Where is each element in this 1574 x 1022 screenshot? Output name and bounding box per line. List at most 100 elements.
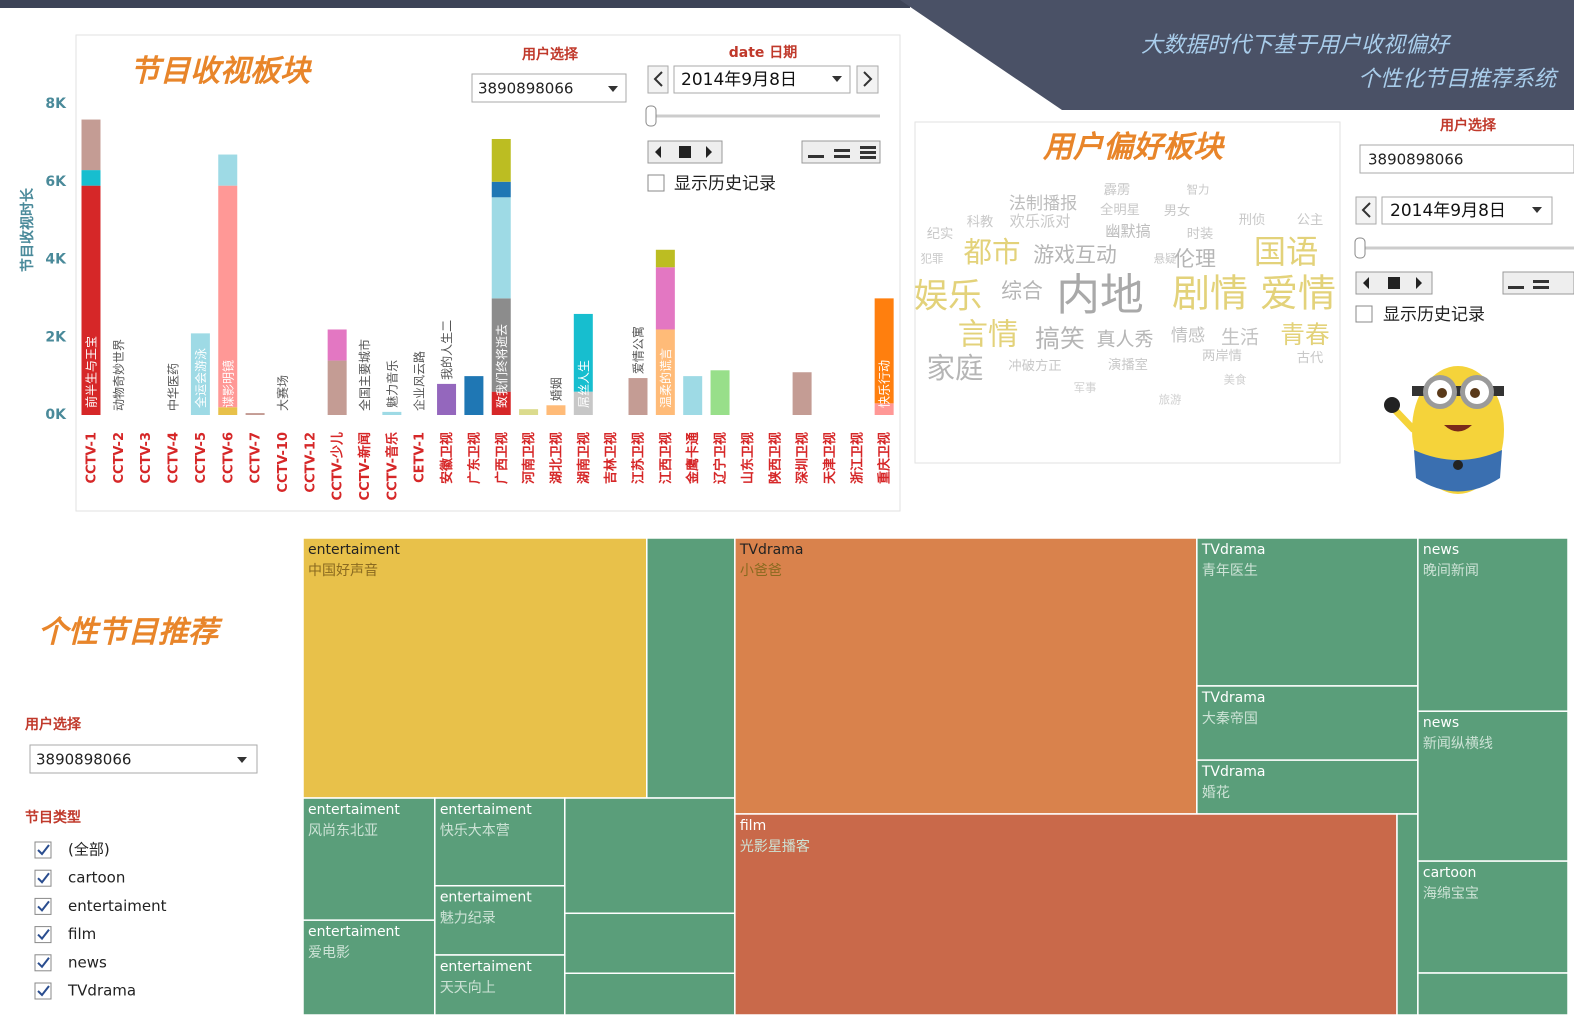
cell-category: cartoon [1423,865,1477,881]
word: 伦理 [1174,247,1216,271]
word: 智力 [1187,183,1210,197]
bar-segment [437,383,457,415]
check-icon [37,900,50,912]
x-tick-label: 广西卫视 [494,432,510,484]
type-filter: (全部) cartoon entertaiment film news TVdrama [34,841,167,1000]
x-tick-label: 广东卫视 [466,432,482,484]
word: 冲破方正 [1008,358,1061,374]
bar-segment [81,170,101,186]
bar-segment [382,411,402,415]
word: 科教 [967,214,994,230]
treemap-cell [1417,537,1569,712]
cell-label: 爱电影 [308,945,350,961]
banner-subtitle: 个性化节目推荐系统 [1358,67,1559,92]
date-dropdown[interactable] [1381,196,1553,225]
x-tick-label: CETV-1 [413,432,428,483]
user-dropdown[interactable] [471,73,627,103]
history-checkbox[interactable] [1355,305,1373,323]
type-checkbox[interactable] [34,954,52,972]
user-value: 3890898066 [1368,151,1463,169]
date-label: date 日期 [729,45,798,61]
bar-label: 企业风云路 [412,351,427,411]
check-icon [37,872,50,884]
word: 旅游 [1159,393,1182,407]
cell-category: TVdrama [739,542,804,558]
x-tick-label: 山东卫视 [740,432,756,484]
bar-segment [218,407,238,415]
x-tick-label: 重庆卫视 [877,432,893,484]
cell-label: 晚间新闻 [1423,563,1479,579]
x-tick-label: 深圳卫视 [795,432,811,484]
bar-segment [683,376,703,415]
bar-segment [519,409,539,415]
prev-date-button[interactable] [647,65,669,94]
view-icons [808,146,876,159]
treemap-cell [646,537,736,799]
history-checkbox[interactable] [647,174,665,192]
x-tick-label: 吉林卫视 [603,432,619,484]
cell-label: 快乐大本营 [440,823,510,839]
view-icons [1508,280,1549,289]
bar-segment [874,403,894,415]
type-label: TVdrama [67,982,136,1000]
word: 犯罪 [921,252,944,266]
bar-label: 全运会游泳 [193,348,208,408]
slider-knob[interactable] [1354,237,1366,259]
treemap-cell [564,972,736,1016]
type-checkbox[interactable] [34,982,52,1000]
bar-label: 致我们终将逝去 [494,324,509,408]
date-dropdown[interactable] [673,65,851,94]
bar-segment [81,185,101,415]
type-checkbox[interactable] [34,841,52,859]
y-tick-label: 8K [45,96,67,112]
cell-category: news [1423,542,1459,558]
bar-label: 魅力音乐 [384,360,399,408]
type-checkbox[interactable] [34,897,52,915]
dropdown-arrow [608,86,618,92]
bar-label: 爱情公寓 [631,326,646,374]
bar-segment [327,360,347,415]
bar-segment [245,413,265,415]
wordcloud-title: 用户偏好板块 [1042,131,1226,164]
treemap-cell [564,797,736,915]
x-tick-label: CCTV-12 [303,432,318,493]
dropdown-arrow [832,76,842,82]
slider-knob[interactable] [645,105,657,127]
y-tick-label: 6K [45,174,67,190]
type-checkbox[interactable] [34,869,52,887]
bar-segment [573,313,593,392]
prev-date-button[interactable] [1355,196,1377,225]
date-value: 2014年9月8日 [1390,201,1506,221]
word: 古代 [1297,350,1324,366]
cell-label: 婚花 [1202,785,1230,801]
word: 真人秀 [1096,329,1153,351]
bar-label: 谍影明镜 [220,360,235,408]
x-tick-label: 湖南卫视 [576,432,592,484]
treemap-cell [734,537,1198,815]
user-dropdown[interactable] [29,744,258,774]
bar-label: 动物奇妙世界 [112,339,126,411]
prev-icon [1361,202,1371,218]
user-dropdown[interactable] [1359,144,1574,174]
type-checkbox[interactable] [34,926,52,944]
word: 法制播报 [1009,194,1077,214]
word: 演播室 [1108,356,1148,373]
bar-segment [81,119,101,171]
bar-segment [628,378,648,415]
word: 剧情 [1172,272,1248,316]
x-tick-label: CCTV-10 [276,432,291,493]
bar-label: 温柔的谎言 [658,348,673,408]
word: 综合 [1001,279,1043,303]
x-tick-label: CCTV-6 [221,432,236,484]
bar-label: 快乐行动 [878,360,892,408]
word: 军事 [1074,381,1097,395]
treemap-cell [1196,537,1419,687]
bar-segment [218,185,238,408]
next-date-button[interactable] [856,65,879,94]
date-value: 2014年9月8日 [681,70,797,90]
treemap-cell [434,954,566,1016]
type-label: (全部) [68,841,110,859]
y-axis-label: 节目收视时长 [19,187,36,272]
playback-icons [655,146,712,158]
